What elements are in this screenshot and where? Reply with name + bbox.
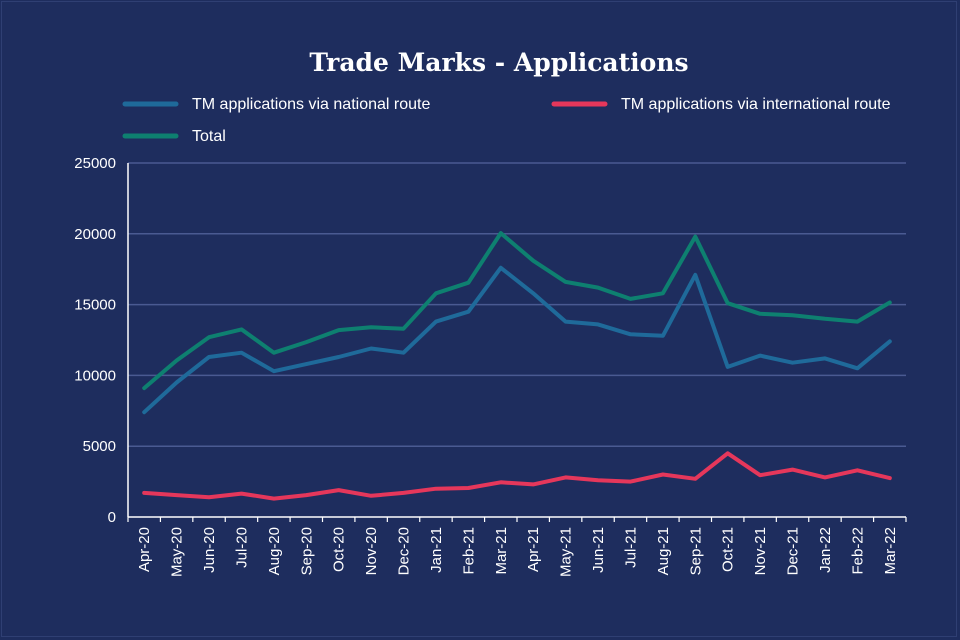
legend-label-national: TM applications via national route	[192, 96, 430, 113]
x-tick-label: Apr-20	[136, 527, 153, 572]
y-tick-label: 5000	[83, 438, 116, 455]
legend: TM applications via national route TM ap…	[122, 96, 891, 145]
x-tick-label: Oct-20	[331, 527, 348, 572]
chart-title: Trade Marks - Applications	[309, 48, 688, 77]
gridlines	[128, 162, 906, 447]
x-tick-label: Sep-20	[298, 527, 315, 575]
x-tick-label: Dec-21	[785, 527, 802, 575]
x-tick-label: Oct-21	[720, 527, 737, 572]
x-tick-label: Apr-21	[525, 527, 542, 572]
series-lines	[142, 231, 892, 501]
series-line-1	[142, 451, 892, 501]
x-tick-label: May-20	[169, 527, 186, 577]
x-tick-label: Mar-21	[493, 527, 510, 575]
x-tick-label: Feb-22	[849, 527, 866, 575]
x-tick-label: Nov-21	[752, 527, 769, 575]
y-axis-ticks: 0 5000 10000 15000 20000 25000	[74, 155, 116, 526]
x-tick-label: Jul-21	[622, 527, 639, 568]
x-tick-label: Jun-21	[590, 527, 607, 573]
legend-label-international: TM applications via international route	[621, 96, 891, 113]
y-tick-label: 20000	[74, 226, 116, 243]
x-tick-label: Feb-21	[460, 527, 477, 575]
x-tick-label: Jan-21	[428, 527, 445, 573]
x-tick-label: Jul-20	[233, 527, 250, 568]
x-tick-label: Sep-21	[687, 527, 704, 575]
x-tick-label: Aug-21	[655, 527, 672, 575]
y-tick-label: 15000	[74, 297, 116, 314]
legend-label-total: Total	[192, 128, 226, 145]
x-tick-label: May-21	[558, 527, 575, 577]
x-tick-label: Jan-22	[817, 527, 834, 573]
series-line-2	[142, 231, 892, 391]
y-tick-label: 25000	[74, 155, 116, 172]
axes	[127, 163, 906, 518]
x-tick-label: Aug-20	[266, 527, 283, 575]
x-tick-label: Jun-20	[201, 527, 218, 573]
series-line-0	[142, 265, 892, 415]
x-tick-label: Nov-20	[363, 527, 380, 575]
x-tick-label: Dec-20	[396, 527, 413, 575]
x-tick-label: Mar-22	[882, 527, 899, 575]
y-tick-label: 10000	[74, 367, 116, 384]
y-tick-label: 0	[108, 509, 116, 526]
x-axis-ticks: Apr-20 May-20 Jun-20 Jul-20 Aug-20 Sep-20 Oct-…	[127, 517, 907, 577]
